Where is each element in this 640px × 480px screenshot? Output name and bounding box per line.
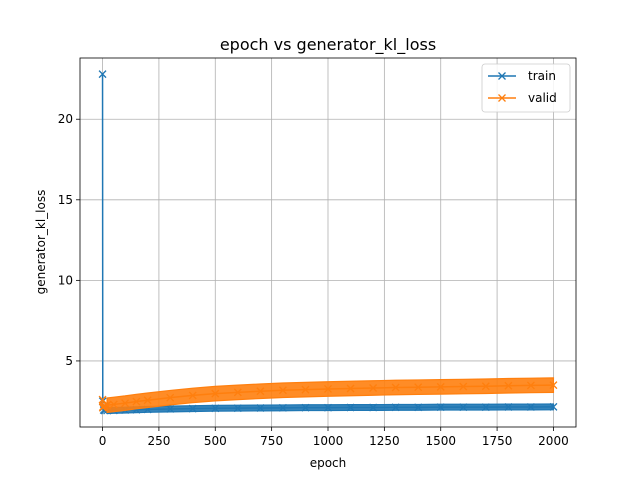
x-tick-label: 1500 xyxy=(425,434,456,448)
series-valid xyxy=(98,377,558,414)
x-tick-label: 1750 xyxy=(482,434,513,448)
x-tick-label: 0 xyxy=(99,434,107,448)
data-point xyxy=(109,400,118,409)
x-axis-label: epoch xyxy=(310,456,347,470)
data-point xyxy=(369,403,378,412)
x-tick-label: 500 xyxy=(204,434,227,448)
data-point xyxy=(414,403,423,412)
data-point xyxy=(324,385,332,393)
grid xyxy=(80,58,576,427)
data-point xyxy=(436,382,445,391)
data-point xyxy=(278,403,287,412)
data-point xyxy=(233,388,242,397)
data-point xyxy=(188,404,197,413)
legend-label-train: train xyxy=(528,69,556,83)
data-point xyxy=(369,384,378,392)
data-point xyxy=(188,391,197,400)
data-point xyxy=(278,386,287,395)
data-point xyxy=(143,396,152,405)
data-point xyxy=(324,403,332,412)
y-axis-label: generator_kl_loss xyxy=(34,190,48,295)
data-point xyxy=(233,404,242,413)
data-point xyxy=(166,404,175,413)
data-point xyxy=(121,399,130,408)
data-point xyxy=(391,383,400,392)
data-point xyxy=(211,404,220,413)
data-point xyxy=(414,383,423,392)
data-point xyxy=(103,401,112,410)
x-axis: 0 250 500 750 1000 1250 1500 1750 2000 xyxy=(99,427,569,448)
data-point xyxy=(549,402,558,411)
data-point xyxy=(459,382,468,391)
x-tick-label: 2000 xyxy=(538,434,569,448)
legend-box xyxy=(481,63,571,113)
data-point xyxy=(211,389,220,398)
data-point xyxy=(481,403,490,412)
data-point xyxy=(526,381,535,390)
x-tick-label: 1000 xyxy=(313,434,344,448)
y-tick-label: 10 xyxy=(58,273,73,287)
data-point xyxy=(301,403,310,412)
data-point xyxy=(98,395,107,404)
data-point xyxy=(481,382,490,391)
y-tick-label: 5 xyxy=(65,354,73,368)
data-point xyxy=(132,397,141,406)
data-point xyxy=(346,384,355,393)
legend-label-valid: valid xyxy=(528,91,557,105)
series-layer xyxy=(98,70,558,415)
data-point xyxy=(391,403,400,412)
y-tick-label: 15 xyxy=(58,193,73,207)
x-tick-label: 250 xyxy=(147,434,170,448)
legend-marker-train xyxy=(498,72,506,80)
chart-title: epoch vs generator_kl_loss xyxy=(220,35,436,55)
data-point xyxy=(504,403,513,411)
data-point xyxy=(526,403,535,411)
x-tick-label: 1250 xyxy=(369,434,400,448)
data-point xyxy=(459,403,468,412)
data-point xyxy=(549,381,558,390)
data-point xyxy=(98,70,107,79)
data-point xyxy=(346,403,355,412)
data-point xyxy=(100,401,109,410)
data-point xyxy=(256,404,265,412)
data-point xyxy=(504,381,513,390)
data-point xyxy=(301,385,310,394)
legend: train valid xyxy=(481,63,571,113)
data-point xyxy=(166,393,175,402)
x-tick-label: 750 xyxy=(260,434,283,448)
legend-marker-valid xyxy=(498,94,506,102)
data-point xyxy=(256,387,265,396)
y-axis: 5 10 15 20 xyxy=(58,112,80,368)
y-tick-label: 20 xyxy=(58,112,73,126)
data-point xyxy=(436,403,445,412)
